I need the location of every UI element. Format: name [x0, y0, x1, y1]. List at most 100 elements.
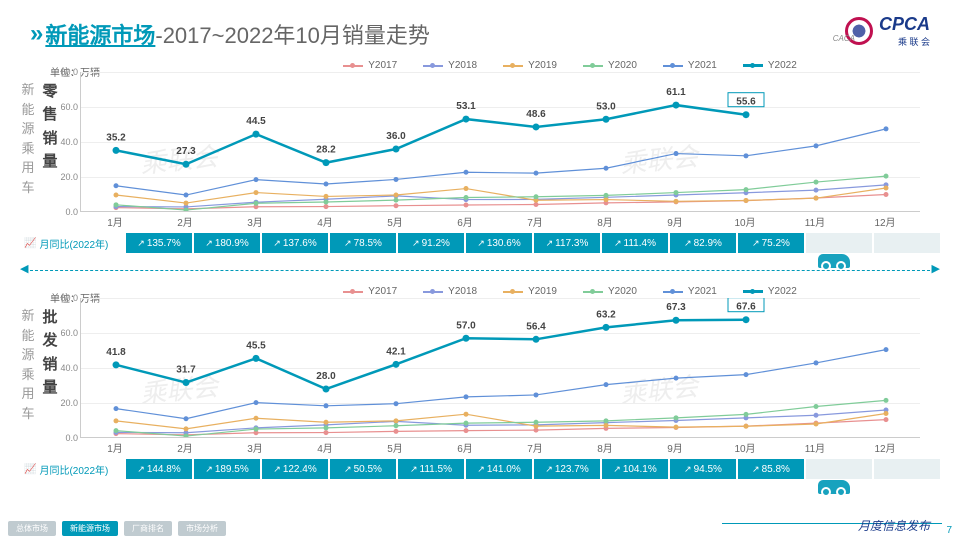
data-point — [604, 166, 609, 171]
up-icon: ↗ — [545, 464, 553, 475]
yoy-cell — [806, 459, 872, 479]
chart-block: 单位：万辆新能源乘用车批发销量Y2017Y2018Y2019Y2020Y2021… — [20, 284, 940, 484]
up-icon: ↗ — [752, 238, 760, 249]
data-point — [183, 161, 190, 168]
legend-label: Y2021 — [688, 60, 717, 71]
data-label: 28.2 — [316, 145, 336, 156]
chart-svg: 41.831.745.528.042.157.056.463.267.367.6 — [81, 298, 920, 437]
data-point — [814, 196, 819, 201]
legend-item: Y2020 — [583, 60, 637, 71]
up-icon: ↗ — [273, 464, 281, 475]
data-label: 35.2 — [106, 132, 126, 143]
logo-cn: 乘 联 会 — [879, 35, 930, 48]
series-line — [116, 105, 746, 164]
data-point — [254, 190, 259, 195]
data-point — [324, 204, 329, 209]
series-line — [116, 350, 886, 419]
x-tick: 3月 — [220, 440, 290, 454]
up-icon: ↗ — [546, 238, 554, 249]
up-icon: ↗ — [137, 238, 145, 249]
up-icon: ↗ — [344, 238, 352, 249]
data-point — [394, 203, 399, 208]
legend-marker — [343, 65, 363, 67]
legend-label: Y2020 — [608, 286, 637, 297]
yoy-cell: ↗104.1% — [602, 459, 668, 479]
data-point — [744, 187, 749, 192]
data-point — [534, 171, 539, 176]
legend-item: Y2017 — [343, 60, 397, 71]
x-tick: 7月 — [500, 214, 570, 228]
up-icon: ↗ — [684, 464, 692, 475]
data-point — [744, 412, 749, 417]
x-tick: 12月 — [850, 214, 920, 228]
x-tick: 1月 — [80, 214, 150, 228]
data-point — [814, 180, 819, 185]
x-tick: 4月 — [290, 214, 360, 228]
footer-tab[interactable]: 总体市场 — [8, 521, 56, 536]
y-tick: 80.0 — [60, 67, 78, 77]
data-point — [253, 131, 260, 138]
chart-block: 单位：万辆新能源乘用车零售销量Y2017Y2018Y2019Y2020Y2021… — [20, 58, 940, 258]
data-point — [114, 418, 119, 423]
footer-tab[interactable]: 厂商排名 — [124, 521, 172, 536]
data-point — [533, 123, 540, 130]
data-point — [114, 202, 119, 207]
data-point — [604, 423, 609, 428]
footer-tab[interactable]: 新能源市场 — [62, 521, 118, 536]
plot-area: 35.227.344.528.236.053.148.653.061.155.6 — [80, 72, 920, 212]
data-point — [464, 203, 469, 208]
data-point — [884, 186, 889, 191]
x-tick: 12月 — [850, 440, 920, 454]
y-axis: 0.020.040.060.080.0 — [64, 298, 78, 438]
data-point — [674, 376, 679, 381]
data-point — [673, 317, 680, 324]
data-point — [394, 177, 399, 182]
data-point — [814, 188, 819, 193]
data-point — [324, 200, 329, 205]
yoy-cell: ↗111.4% — [602, 233, 668, 253]
up-icon: ↗ — [410, 464, 418, 475]
data-point — [324, 182, 329, 187]
data-point — [394, 193, 399, 198]
yoy-cell: ↗50.5% — [330, 459, 396, 479]
data-point — [184, 201, 189, 206]
legend-marker — [583, 65, 603, 67]
data-point — [744, 198, 749, 203]
data-point — [323, 159, 330, 166]
x-tick: 10月 — [710, 440, 780, 454]
data-label: 53.0 — [596, 101, 616, 112]
yoy-cell: ↗141.0% — [466, 459, 532, 479]
legend-label: Y2018 — [448, 60, 477, 71]
data-point — [464, 394, 469, 399]
legend-marker — [503, 65, 523, 67]
yoy-cells: ↗135.7%↗180.9%↗137.6%↗78.5%↗91.2%↗130.6%… — [126, 233, 940, 253]
data-point — [113, 147, 120, 154]
yoy-cell: ↗82.9% — [670, 233, 736, 253]
data-point — [603, 116, 610, 123]
data-point — [743, 316, 750, 323]
x-tick: 10月 — [710, 214, 780, 228]
legend-item: Y2018 — [423, 60, 477, 71]
data-label: 53.1 — [456, 101, 476, 112]
up-icon: ↗ — [412, 238, 420, 249]
legend-item: Y2017 — [343, 286, 397, 297]
legend-marker — [503, 291, 523, 293]
data-point — [463, 335, 470, 342]
title-main: 新能源市场 — [45, 18, 155, 50]
data-point — [674, 199, 679, 204]
page-header: » 新能源市场 -2017~2022年10月销量走势 — [30, 18, 430, 50]
y-tick: 20.0 — [60, 172, 78, 182]
data-label: 63.2 — [596, 309, 616, 320]
x-tick: 5月 — [360, 440, 430, 454]
trend-icon: 📈 — [24, 238, 36, 249]
data-point — [744, 424, 749, 429]
yoy-cell: ↗137.6% — [262, 233, 328, 253]
data-label: 36.0 — [386, 131, 406, 142]
data-point — [674, 425, 679, 430]
up-icon: ↗ — [137, 464, 145, 475]
x-axis: 1月2月3月4月5月6月7月8月9月10月11月12月 — [80, 440, 920, 454]
x-tick: 2月 — [150, 440, 220, 454]
data-point — [674, 415, 679, 420]
footer-tab[interactable]: 市场分析 — [178, 521, 226, 536]
data-point — [183, 379, 190, 386]
